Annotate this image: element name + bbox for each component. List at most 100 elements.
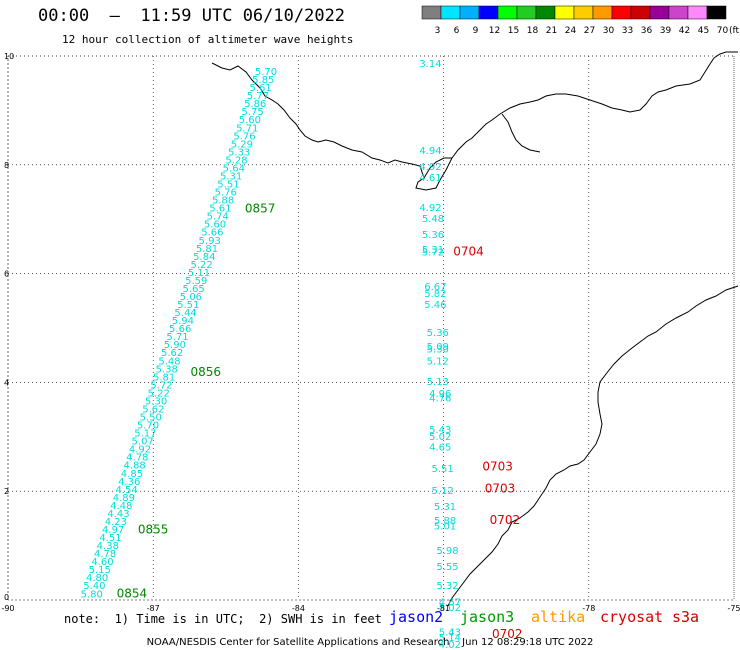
swh-label: 5.85 — [252, 75, 274, 86]
swh-label: 4.38 — [97, 541, 119, 552]
swh-label: 5.32 — [436, 581, 458, 592]
gulf-of-uraba-shore — [501, 113, 541, 153]
lat-tick-label: 2 — [4, 487, 9, 496]
swh-label: 5.74 — [207, 212, 229, 223]
swh-label: 4.02 — [439, 640, 461, 650]
swh-label: 5.72 — [150, 380, 172, 391]
swh-label: 5.36 — [422, 230, 444, 241]
mission-s3a: s3a — [672, 608, 700, 626]
swh-label: 5.64 — [223, 163, 245, 174]
swh-label: 4.23 — [105, 517, 127, 528]
lon-tick-label: -87 — [147, 604, 160, 613]
swh-label: 4.94 — [419, 146, 441, 157]
scale-label: 70 — [717, 26, 729, 36]
swh-label: 5.80 — [81, 589, 103, 600]
scale-label: 45 — [698, 26, 709, 36]
lat-tick-label: 0 — [4, 593, 9, 602]
swh-label: 5.81 — [196, 244, 218, 255]
lat-tick-label: 8 — [4, 161, 9, 170]
swh-label: 5.70 — [137, 421, 159, 432]
swh-label: 5.22 — [191, 260, 213, 271]
scale-label: 36 — [641, 26, 653, 36]
swh-label: 5.33 — [228, 147, 250, 158]
swh-label: 5.82 — [424, 289, 446, 300]
axis-tick-labels: -90 -87 -84 -81 -78 -75 0 2 4 6 8 10 — [1, 52, 740, 613]
pass-time-label: 0855 — [138, 523, 169, 537]
pass-time-label: 0856 — [190, 365, 221, 379]
scale-swatch — [516, 5, 537, 20]
scale-swatch — [573, 5, 594, 20]
scale-label: 6 — [454, 26, 460, 36]
swh-label: 5.29 — [231, 139, 253, 150]
scale-swatch — [592, 5, 613, 20]
generated-timestamp: Jun 12 08:29:18 UTC 2022 — [462, 637, 594, 648]
swh-label: 5.70 — [255, 67, 277, 78]
swh-label: 4.92 — [419, 162, 441, 173]
credit-text: NOAA/NESDIS Center for Satellite Applica… — [146, 637, 450, 648]
swh-label: 5.30 — [427, 344, 449, 355]
swh-label: 4.36 — [118, 477, 140, 488]
swh-label: 5.75 — [241, 107, 263, 118]
scale-swatch — [535, 5, 556, 20]
swh-label: 5.77 — [247, 91, 269, 102]
swh-label: 4.54 — [115, 485, 137, 496]
swh-label: 5.31 — [220, 171, 242, 182]
scale-swatch — [649, 5, 670, 20]
swh-label: 4.65 — [429, 442, 451, 453]
swh-label: 5.93 — [199, 236, 221, 247]
footer-credit: NOAA/NESDIS Center for Satellite Applica… — [0, 637, 740, 648]
swh-label: 4.85 — [121, 469, 143, 480]
mission-cryosat: cryosat — [600, 608, 664, 626]
swh-label: 5.15 — [89, 565, 111, 576]
swh-label: 5.88 — [434, 516, 456, 527]
swh-label: 5.86 — [244, 99, 266, 110]
scale-label: 21 — [546, 26, 557, 36]
scale-label: 27 — [584, 26, 595, 36]
swh-label: 4.78 — [94, 549, 116, 560]
pass-time-label: 0854 — [117, 586, 148, 600]
pass-time-label: 0703 — [485, 481, 516, 495]
swh-label: 4.96 — [429, 389, 451, 400]
swh-label: 5.48 — [422, 214, 444, 225]
swh-label: 5.44 — [174, 308, 196, 319]
scale-label: 3 — [435, 26, 441, 36]
swh-label: 5.61 — [209, 204, 231, 215]
swh-label: 5.13 — [427, 377, 449, 388]
swh-label: 5.36 — [427, 328, 449, 339]
lon-tick-label: -84 — [292, 604, 305, 613]
scale-label: 42 — [679, 26, 690, 36]
scale-label: 15 — [508, 26, 519, 36]
swh-label: 4.61 — [419, 173, 441, 184]
scale-unit: (ft) — [729, 26, 740, 36]
scale-swatch — [630, 5, 651, 20]
scale-swatch — [459, 5, 480, 20]
swh-label: 5.76 — [233, 131, 255, 142]
swh-label: 4.60 — [91, 557, 113, 568]
swh-label: 5.81 — [153, 372, 175, 383]
scale-label: 12 — [489, 26, 500, 36]
scale-label: 18 — [527, 26, 539, 36]
scale-label: 9 — [473, 26, 479, 36]
mission-jason3: jason3 — [460, 608, 515, 626]
scale-label: 39 — [660, 26, 672, 36]
scale-swatch — [421, 5, 442, 20]
swh-label: 5.71 — [236, 123, 258, 134]
pass-time-label: 0704 — [453, 245, 484, 259]
swh-label: 5.17 — [134, 429, 156, 440]
swh-label: 4.92 — [419, 203, 441, 214]
scale-swatch — [478, 5, 499, 20]
lat-tick-label: 6 — [4, 270, 9, 279]
swh-label: 5.22 — [148, 388, 170, 399]
swh-label: 5.09 — [427, 342, 449, 353]
scale-swatch — [668, 5, 689, 20]
swh-label: 5.66 — [201, 228, 223, 239]
swh-label: 4.51 — [99, 533, 121, 544]
swh-label: 5.90 — [164, 340, 186, 351]
swh-label: 4.97 — [102, 525, 124, 536]
coastline — [211, 51, 739, 607]
swh-label: 5.46 — [424, 300, 446, 311]
wave-height-tracks: 5.805.404.805.154.604.784.384.514.974.23… — [81, 59, 523, 650]
scale-label: 30 — [603, 26, 615, 36]
